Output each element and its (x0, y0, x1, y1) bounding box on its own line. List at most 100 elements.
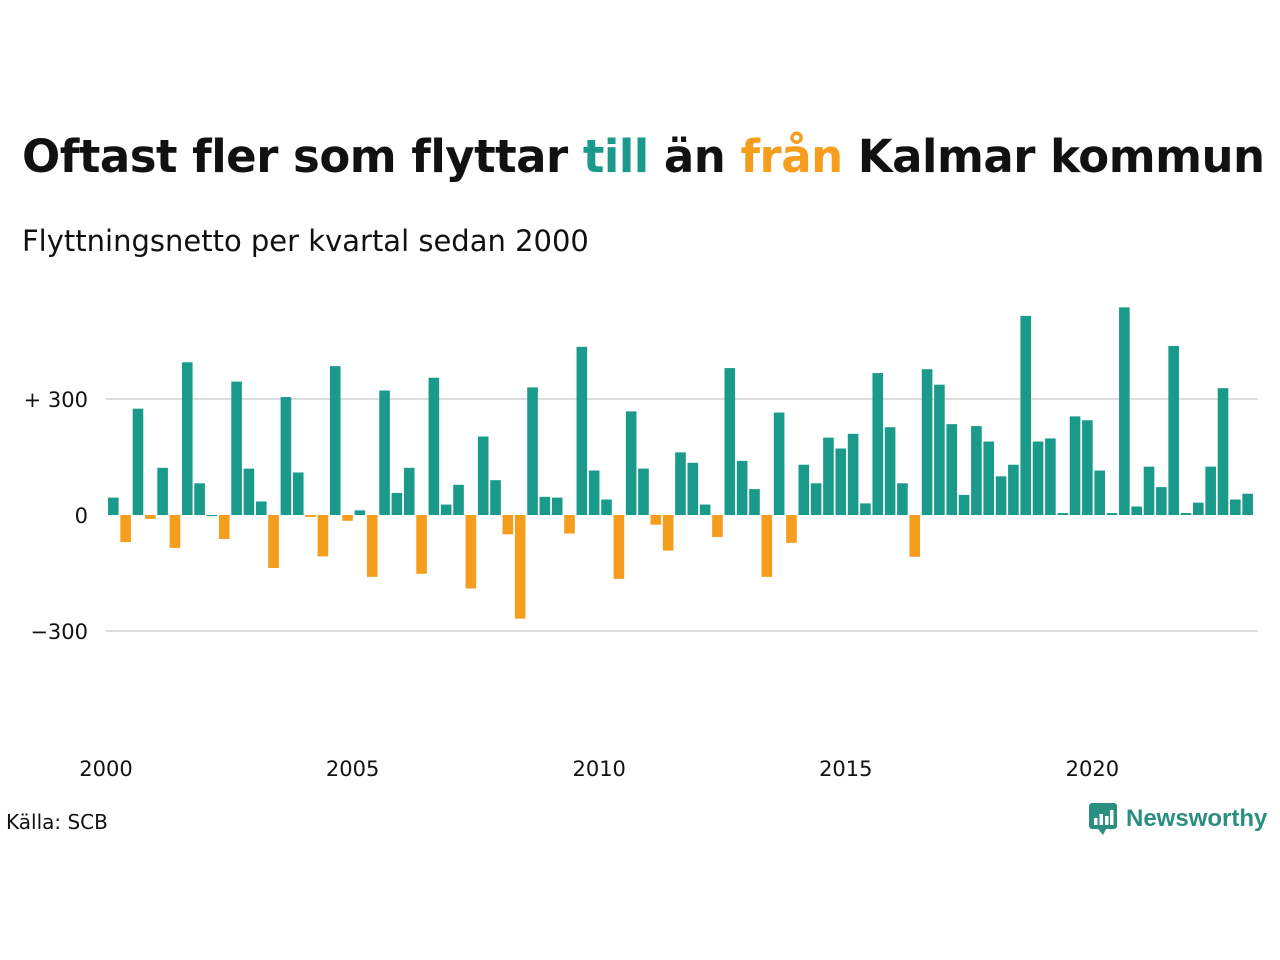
bar (921, 369, 933, 515)
y-tick-label: 0 (75, 504, 88, 528)
bar (860, 503, 871, 515)
x-tick-label: 2015 (819, 757, 872, 781)
bar (144, 515, 156, 519)
bar (773, 412, 785, 515)
bar (934, 384, 945, 515)
bar (1032, 441, 1044, 515)
bar (749, 489, 760, 515)
bar (1020, 315, 1032, 515)
bar (884, 427, 896, 515)
title-part-5: Kalmar kommun (842, 130, 1265, 183)
bar (329, 366, 341, 515)
bar (403, 467, 415, 515)
bar (588, 470, 600, 515)
bar (1205, 466, 1216, 515)
bar (736, 460, 748, 515)
bar (416, 515, 427, 574)
bar (1094, 470, 1105, 515)
bar (946, 424, 958, 515)
bar (971, 426, 982, 515)
bar (465, 515, 477, 589)
bar (687, 462, 699, 515)
bar (268, 515, 279, 568)
bar (1242, 493, 1253, 515)
bar (810, 483, 822, 515)
bar (453, 484, 464, 515)
bar (983, 441, 995, 515)
title-highlight-fran: från (740, 130, 843, 183)
bar (835, 448, 847, 515)
bar (1082, 420, 1093, 515)
bar (1168, 346, 1179, 515)
bar (108, 497, 119, 515)
bar (551, 497, 563, 515)
bar (428, 377, 440, 515)
bar (1106, 513, 1118, 515)
bar (1045, 438, 1056, 515)
bar (120, 515, 131, 543)
bar (675, 452, 686, 515)
bar (317, 515, 329, 557)
bar (662, 515, 674, 551)
bar (872, 373, 884, 515)
y-tick-label: + 300 (24, 388, 88, 412)
bar (1057, 513, 1069, 515)
bar (638, 468, 649, 515)
title-part-1: Oftast fler som flyttar (22, 130, 583, 183)
bar (823, 437, 834, 515)
bar (169, 515, 181, 548)
bar (1143, 466, 1155, 515)
bar (255, 501, 267, 515)
bar (1217, 388, 1229, 515)
bar (1119, 307, 1130, 515)
bar (847, 433, 859, 515)
bar (132, 408, 144, 515)
bar (601, 499, 612, 515)
bar (625, 411, 637, 515)
bar (440, 504, 452, 515)
bar (391, 492, 403, 515)
bar (514, 515, 526, 619)
bar (379, 390, 390, 515)
bar (613, 515, 625, 579)
bar (699, 504, 711, 515)
bar (786, 515, 797, 543)
x-tick-label: 2010 (572, 757, 625, 781)
bar (1131, 506, 1142, 515)
bar (231, 381, 242, 515)
source-label: Källa: SCB (6, 810, 108, 834)
x-tick-label: 2005 (326, 757, 379, 781)
x-tick-label: 2020 (1066, 757, 1119, 781)
bar (502, 515, 514, 535)
bar (712, 515, 723, 538)
bar (477, 436, 489, 515)
bar (292, 472, 304, 515)
bar (958, 494, 970, 515)
bar (1230, 499, 1241, 515)
chart-title: Oftast fler som flyttar till än från Kal… (22, 130, 1265, 183)
bar (650, 515, 662, 525)
bar (1180, 513, 1192, 515)
bar (576, 346, 588, 515)
bar (539, 496, 551, 515)
bar (181, 362, 193, 515)
bar (366, 515, 378, 577)
bar (527, 387, 538, 515)
bar (798, 464, 810, 515)
bar (724, 368, 736, 515)
bar (564, 515, 575, 534)
y-tick-label: −300 (30, 620, 88, 644)
brand-name: Newsworthy (1126, 805, 1268, 832)
bar (342, 515, 353, 521)
title-part-3: än (648, 130, 741, 183)
bar (354, 510, 366, 515)
bar (1193, 502, 1204, 515)
bar (243, 468, 255, 515)
bar (995, 476, 1007, 515)
newsworthy-icon (1089, 803, 1117, 835)
bar (305, 515, 316, 517)
bar (761, 515, 773, 577)
chart-subtitle: Flyttningsnetto per kvartal sedan 2000 (22, 224, 589, 258)
bar (1069, 416, 1081, 515)
